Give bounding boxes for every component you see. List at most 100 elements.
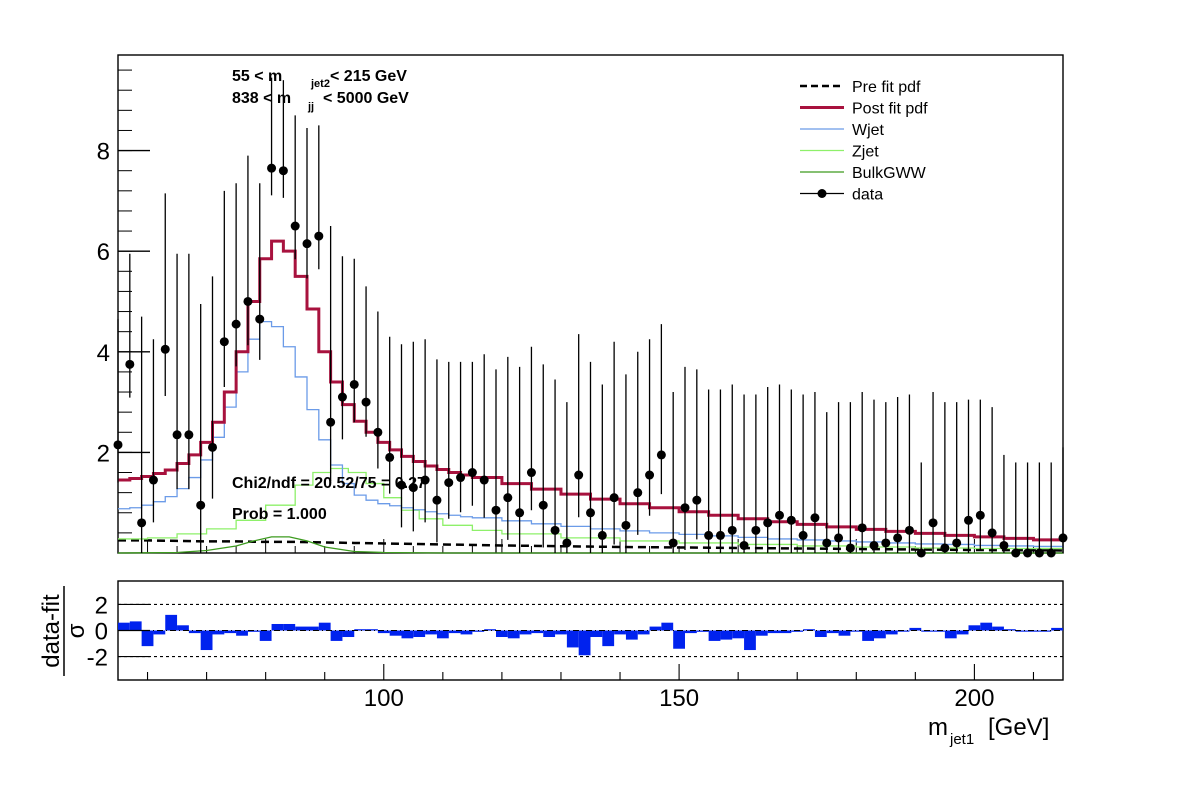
data-point	[834, 533, 844, 543]
pull-bar	[307, 626, 319, 631]
data-point	[645, 470, 655, 480]
data-point	[751, 525, 761, 535]
pull-bar	[1051, 627, 1063, 631]
pull-bar	[1039, 630, 1052, 632]
pull-bar	[720, 630, 733, 640]
pull-bar	[755, 630, 768, 636]
pull-bar	[519, 630, 532, 635]
prob-text: Prob = 1.000	[232, 506, 327, 523]
legend-label: Pre fit pdf	[852, 79, 921, 96]
legend-marker	[817, 189, 827, 198]
pull-bar	[436, 630, 449, 639]
data-point	[302, 239, 312, 249]
data-point	[148, 475, 158, 485]
data-point	[1034, 548, 1044, 558]
pull-axes: -202 100 150 200	[87, 592, 1063, 712]
pull-bar	[673, 630, 685, 649]
data-point	[408, 483, 418, 493]
data-point	[503, 493, 513, 503]
data-point	[680, 503, 690, 513]
selection-annotation: 55 < m jet2 < 215 GeV 838 < m jj < 5000 …	[232, 68, 409, 113]
data-point	[1046, 548, 1056, 558]
pull-bar	[259, 630, 272, 641]
pull-bar	[555, 630, 567, 635]
data-point	[881, 538, 891, 548]
pull-bar	[354, 629, 367, 631]
data-point	[668, 538, 678, 548]
y-tick-label: 4	[97, 340, 110, 367]
legend-label: Zjet	[852, 144, 879, 161]
legend-label: BulkGWW	[852, 165, 927, 182]
data-point	[574, 470, 584, 480]
data-point	[739, 540, 749, 550]
data-point	[219, 337, 229, 347]
bulkgww-curve	[117, 536, 1063, 554]
pull-bar	[649, 626, 662, 631]
data-point	[326, 417, 336, 427]
legend-label: data	[852, 187, 883, 204]
pull-bar	[968, 625, 981, 631]
pull-bar	[330, 630, 343, 641]
data-point	[692, 495, 702, 505]
pull-bar	[885, 630, 898, 635]
data-point	[987, 528, 997, 538]
data-point	[1023, 548, 1033, 558]
pull-bar	[826, 630, 839, 634]
cut1-subscript: jet2	[310, 78, 330, 90]
data-point	[562, 538, 572, 548]
pull-bar	[1003, 629, 1016, 631]
pull-bar	[247, 630, 260, 632]
data-point	[290, 221, 300, 231]
data-point	[467, 468, 477, 478]
pull-bar	[118, 622, 130, 631]
pull-bar	[685, 630, 697, 634]
pull-bar	[708, 630, 721, 641]
data-point	[255, 314, 265, 324]
data-point	[916, 548, 926, 558]
pull-bar	[1015, 630, 1028, 632]
legend-entry: BulkGWW	[800, 165, 927, 182]
legend-entry: data	[800, 187, 883, 204]
data-point	[763, 518, 773, 528]
pull-bar	[850, 630, 863, 632]
data-point	[550, 525, 560, 535]
data-point	[208, 442, 217, 452]
pull-bar	[401, 630, 414, 639]
data-point	[278, 166, 288, 176]
pull-plot-panel: -202 100 150 200 data-fit σ m jet1 [GeV]	[38, 580, 1064, 748]
pull-bar	[413, 630, 426, 638]
data-point	[810, 513, 820, 523]
data-point	[893, 533, 903, 543]
pull-bar	[696, 630, 709, 632]
legend-entry: Post fit pdf	[800, 101, 928, 118]
pull-y-tick-label: 2	[95, 592, 108, 619]
data-point	[479, 475, 489, 485]
pull-y-tick-label: 0	[95, 619, 108, 646]
data-point	[172, 430, 182, 440]
data-point	[822, 538, 832, 548]
pull-bar	[637, 630, 650, 635]
pull-bar	[531, 630, 544, 634]
data-point	[845, 543, 855, 553]
pull-bar	[271, 623, 284, 631]
legend-entry: Wjet	[800, 122, 885, 139]
data-point	[857, 523, 867, 533]
data-point	[1058, 533, 1068, 543]
pull-bar	[661, 622, 674, 631]
pull-bar	[295, 626, 307, 631]
cut1-text: 55 < m	[232, 68, 282, 85]
data-point	[432, 495, 442, 505]
pull-bar	[377, 630, 390, 634]
pull-bar	[177, 625, 189, 631]
legend-label: Post fit pdf	[852, 101, 928, 118]
legend-label: Wjet	[852, 122, 885, 139]
data-point	[704, 530, 714, 540]
cut2-text: 838 < m	[232, 90, 291, 107]
pull-bar	[814, 630, 827, 638]
pull-bar	[188, 630, 201, 634]
pull-bar	[543, 630, 556, 638]
data-point	[125, 359, 135, 369]
data-point	[515, 508, 525, 518]
pull-bar	[484, 629, 496, 631]
data-point	[621, 520, 631, 530]
